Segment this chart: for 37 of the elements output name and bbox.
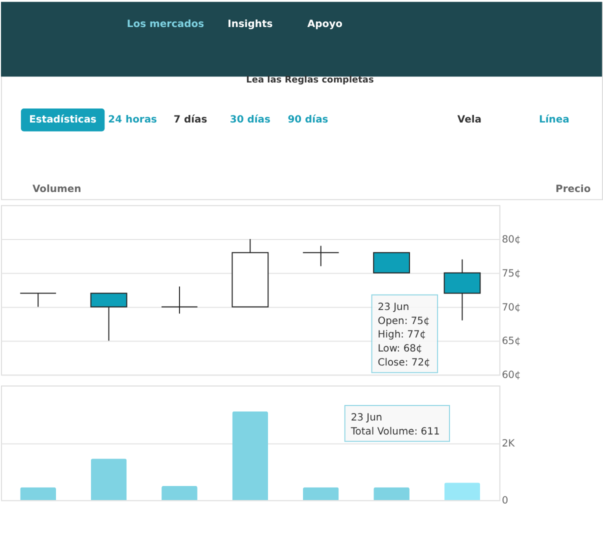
candlestick	[161, 286, 198, 314]
annotation: Low: 68¢	[378, 344, 422, 355]
annotation: Close: 72¢	[378, 358, 430, 369]
annotation: Open: 75¢	[378, 316, 430, 327]
bar	[374, 487, 410, 500]
y-tick-label: 75¢	[502, 268, 521, 280]
bar	[302, 487, 339, 500]
text: Vela	[457, 114, 482, 126]
text: Apoyo	[307, 18, 343, 30]
text: Insights	[228, 18, 273, 30]
y-tick-label: 80¢	[502, 234, 521, 246]
text: Los mercados	[126, 18, 204, 30]
text: 30 días	[230, 114, 270, 126]
candlestick	[302, 245, 340, 267]
annotation: 23 Jun	[350, 412, 382, 424]
y-tick-label: 65¢	[502, 336, 521, 348]
text: Estadísticas	[29, 114, 97, 126]
text: Línea	[539, 114, 570, 126]
bar	[20, 487, 56, 500]
y-tick-label: 60¢	[502, 370, 521, 382]
text: Volumen	[32, 184, 82, 196]
bar	[90, 458, 127, 500]
text: 24 horas	[108, 114, 158, 126]
bar	[162, 486, 198, 500]
text: 7 días	[174, 114, 208, 126]
annotation: 23 Jun	[378, 302, 410, 313]
text: Lea las Reglas completas	[246, 76, 374, 86]
bar	[232, 411, 268, 500]
text: Precio	[556, 184, 591, 196]
candlestick	[20, 292, 57, 308]
annotation: High: 77¢	[378, 330, 426, 341]
text: 90 días	[288, 114, 328, 126]
bar	[444, 482, 480, 500]
y-tick-label: 2K	[502, 438, 516, 450]
y-tick-label: 0	[502, 496, 508, 507]
annotation: Total Volume: 611	[350, 426, 440, 438]
y-tick-label: 70¢	[502, 302, 521, 314]
